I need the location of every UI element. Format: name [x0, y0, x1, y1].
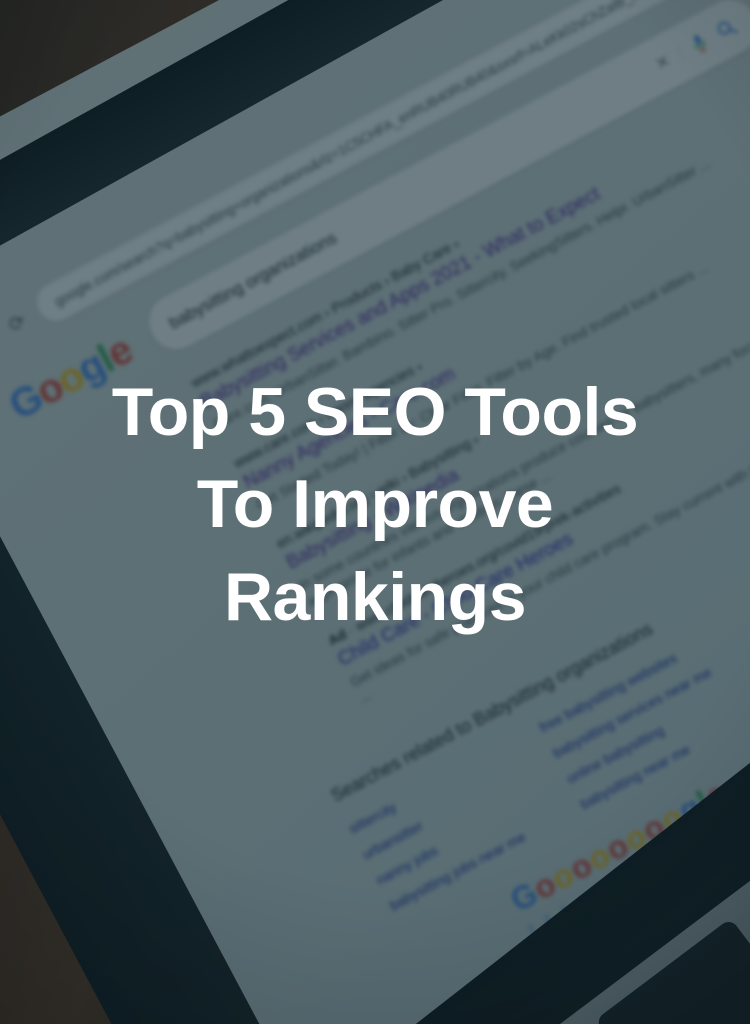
cover-title-line3: Rankings [223, 558, 527, 635]
cover-title-line2: To Improve [196, 466, 554, 543]
cover-title: Top 5 SEO Tools To Improve Rankings [0, 366, 750, 643]
cover-title-line1: Top 5 SEO Tools [111, 374, 639, 450]
